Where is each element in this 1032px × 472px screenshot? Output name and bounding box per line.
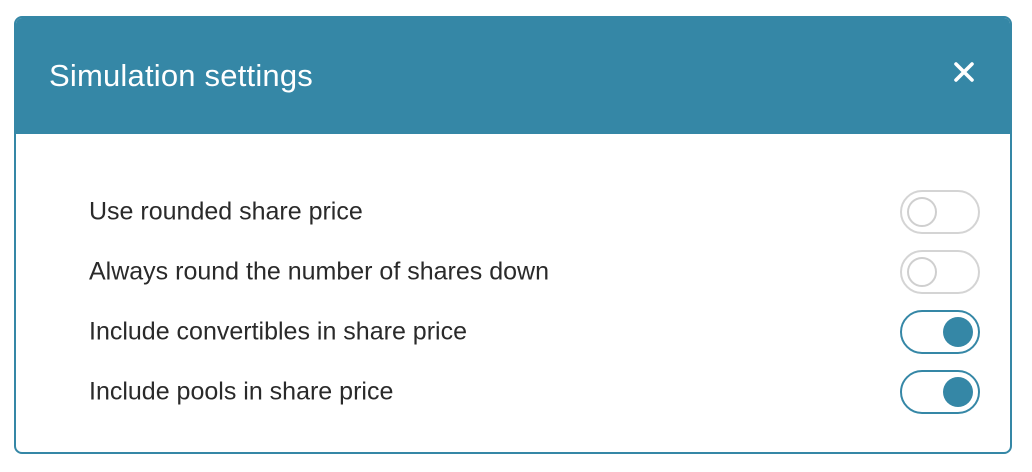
modal-header: Simulation settings bbox=[16, 18, 1010, 134]
round-shares-down-toggle[interactable] bbox=[900, 250, 980, 294]
setting-label: Include convertibles in share price bbox=[89, 317, 467, 346]
rounded-share-price-toggle[interactable] bbox=[900, 190, 980, 234]
close-button[interactable] bbox=[952, 60, 976, 84]
include-convertibles-toggle[interactable] bbox=[900, 310, 980, 354]
setting-label: Include pools in share price bbox=[89, 377, 394, 406]
setting-row-rounded-share-price: Use rounded share price bbox=[16, 182, 1010, 242]
setting-label: Use rounded share price bbox=[89, 197, 363, 226]
setting-row-include-convertibles: Include convertibles in share price bbox=[16, 302, 1010, 362]
toggle-knob bbox=[907, 257, 937, 287]
setting-row-include-pools: Include pools in share price bbox=[16, 362, 1010, 422]
modal-body: Use rounded share price Always round the… bbox=[16, 134, 1010, 422]
toggle-knob bbox=[943, 317, 973, 347]
include-pools-toggle[interactable] bbox=[900, 370, 980, 414]
simulation-settings-modal: Simulation settings Use rounded share pr… bbox=[14, 16, 1012, 454]
setting-label: Always round the number of shares down bbox=[89, 257, 549, 286]
toggle-knob bbox=[907, 197, 937, 227]
setting-row-round-shares-down: Always round the number of shares down bbox=[16, 242, 1010, 302]
toggle-knob bbox=[943, 377, 973, 407]
close-icon bbox=[954, 62, 974, 82]
modal-title: Simulation settings bbox=[49, 58, 313, 93]
